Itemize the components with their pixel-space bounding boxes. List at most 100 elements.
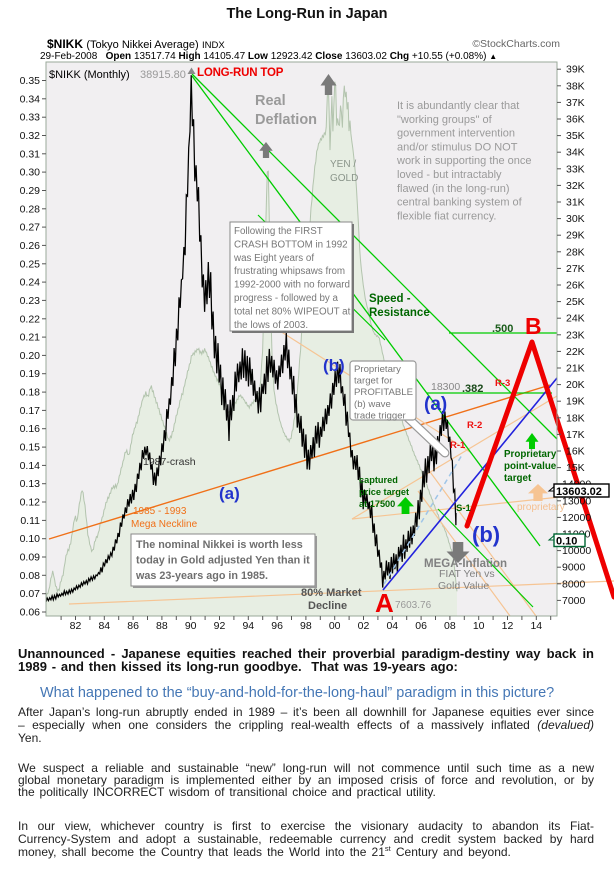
svg-text:86: 86 xyxy=(127,620,139,632)
svg-text:84: 84 xyxy=(98,620,110,632)
svg-text:Real: Real xyxy=(255,93,286,109)
svg-text:Mega Neckline: Mega Neckline xyxy=(131,519,198,530)
svg-text:S-1: S-1 xyxy=(456,503,472,514)
svg-text:0.16: 0.16 xyxy=(20,423,41,435)
svg-text:YEN /: YEN / xyxy=(330,159,356,170)
svg-text:0.09: 0.09 xyxy=(20,552,41,564)
svg-text:90: 90 xyxy=(185,620,197,632)
svg-text:PROFITABLE: PROFITABLE xyxy=(354,387,413,398)
svg-text:"working groups" of: "working groups" of xyxy=(397,114,493,126)
svg-text:at 17500: at 17500 xyxy=(359,499,395,509)
svg-text:loved - but intractably: loved - but intractably xyxy=(397,169,502,181)
svg-text:target for: target for xyxy=(354,376,393,387)
svg-text:0.32: 0.32 xyxy=(20,130,41,142)
svg-text:9000: 9000 xyxy=(562,562,586,574)
svg-text:0.07: 0.07 xyxy=(20,588,41,600)
svg-text:34K: 34K xyxy=(566,147,585,159)
svg-text:0.30: 0.30 xyxy=(20,167,41,179)
svg-text:88: 88 xyxy=(156,620,168,632)
svg-text:(b): (b) xyxy=(472,522,500,547)
svg-text:total net 80% WIPEOUT at: total net 80% WIPEOUT at xyxy=(234,306,351,317)
svg-text:20K: 20K xyxy=(566,379,585,391)
svg-text:central banking system of: central banking system of xyxy=(397,197,523,209)
svg-text:0.22: 0.22 xyxy=(20,313,41,325)
svg-text:16K: 16K xyxy=(566,446,585,458)
svg-text:31K: 31K xyxy=(566,197,585,209)
svg-text:29K: 29K xyxy=(566,230,585,242)
svg-text:10: 10 xyxy=(473,620,485,632)
svg-text:0.20: 0.20 xyxy=(20,350,41,362)
svg-text:trade trigger: trade trigger xyxy=(354,410,407,421)
svg-text:14: 14 xyxy=(530,620,542,632)
svg-text:28K: 28K xyxy=(566,246,585,258)
svg-text:0.15: 0.15 xyxy=(20,442,41,454)
svg-text:0.11: 0.11 xyxy=(20,515,40,527)
svg-text:12: 12 xyxy=(502,620,514,632)
svg-text:Gold Value: Gold Value xyxy=(438,580,489,592)
svg-text:10000: 10000 xyxy=(562,545,591,557)
svg-text:captured: captured xyxy=(359,475,398,485)
svg-text:0.10: 0.10 xyxy=(556,536,577,548)
svg-text:37K: 37K xyxy=(566,97,585,109)
svg-text:Proprietary: Proprietary xyxy=(504,449,557,460)
svg-text:0.21: 0.21 xyxy=(20,332,41,344)
svg-text:Decline: Decline xyxy=(308,600,347,612)
svg-text:was Eight years of: was Eight years of xyxy=(233,253,314,264)
svg-text:1987-crash: 1987-crash xyxy=(143,456,196,468)
svg-text:price target: price target xyxy=(359,487,409,497)
svg-text:government intervention: government intervention xyxy=(397,128,515,140)
svg-text:0.28: 0.28 xyxy=(20,203,41,215)
svg-text:0.27: 0.27 xyxy=(20,222,41,234)
svg-text:36K: 36K xyxy=(566,114,585,126)
svg-text:1992-2000 with no forward: 1992-2000 with no forward xyxy=(234,280,350,291)
svg-text:$NIKK (Monthly): $NIKK (Monthly) xyxy=(49,69,130,81)
svg-text:0.14: 0.14 xyxy=(20,460,41,472)
svg-text:35K: 35K xyxy=(566,130,585,142)
svg-text:1985 - 1993: 1985 - 1993 xyxy=(133,506,187,517)
svg-text:80% Market: 80% Market xyxy=(301,587,362,599)
svg-text:7000: 7000 xyxy=(562,595,586,607)
svg-text:Speed -: Speed - xyxy=(369,293,411,305)
svg-text:94: 94 xyxy=(242,620,254,632)
svg-text:08: 08 xyxy=(444,620,456,632)
svg-text:0.13: 0.13 xyxy=(20,478,41,490)
svg-text:and/or stimulus DO NOT: and/or stimulus DO NOT xyxy=(397,141,518,153)
svg-text:(a): (a) xyxy=(424,394,447,415)
svg-text:0.34: 0.34 xyxy=(20,93,41,105)
svg-text:0.06: 0.06 xyxy=(20,607,41,619)
svg-text:Resistance: Resistance xyxy=(369,307,430,319)
svg-text:0.35: 0.35 xyxy=(20,75,41,87)
svg-text:point-value: point-value xyxy=(504,461,557,472)
svg-text:04: 04 xyxy=(386,620,398,632)
svg-text:Deflation: Deflation xyxy=(255,112,317,128)
svg-text:18300: 18300 xyxy=(431,381,460,393)
svg-text:98: 98 xyxy=(300,620,312,632)
svg-text:today in Gold adjusted Yen tha: today in Gold adjusted Yen than it xyxy=(136,554,310,566)
svg-text:19K: 19K xyxy=(566,396,585,408)
svg-text:33K: 33K xyxy=(566,163,585,175)
svg-text:38915.80: 38915.80 xyxy=(140,69,186,81)
svg-text:82: 82 xyxy=(70,620,82,632)
svg-text:06: 06 xyxy=(415,620,427,632)
svg-text:B: B xyxy=(525,313,542,339)
svg-text:0.24: 0.24 xyxy=(20,277,41,289)
svg-text:0.08: 0.08 xyxy=(20,570,41,582)
svg-text:7603.76: 7603.76 xyxy=(395,600,432,611)
svg-text:38K: 38K xyxy=(566,80,585,92)
svg-text:target: target xyxy=(504,473,532,484)
svg-text:0.25: 0.25 xyxy=(20,258,41,270)
svg-text:.382: .382 xyxy=(462,383,483,395)
svg-text:0.12: 0.12 xyxy=(20,497,41,509)
svg-text:26K: 26K xyxy=(566,280,585,292)
svg-text:13603.02: 13603.02 xyxy=(556,486,602,498)
svg-text:18K: 18K xyxy=(566,412,585,424)
svg-text:proprietary: proprietary xyxy=(517,502,565,513)
svg-text:FIAT Yen vs: FIAT Yen vs xyxy=(439,568,495,580)
svg-text:(a): (a) xyxy=(219,484,240,503)
svg-text:0.18: 0.18 xyxy=(20,387,41,399)
svg-text:The nominal Nikkei is worth le: The nominal Nikkei is worth less xyxy=(136,539,303,551)
svg-text:Following the FIRST: Following the FIRST xyxy=(234,226,323,237)
svg-text:22K: 22K xyxy=(566,346,585,358)
svg-text:00: 00 xyxy=(329,620,341,632)
svg-text:02: 02 xyxy=(358,620,370,632)
